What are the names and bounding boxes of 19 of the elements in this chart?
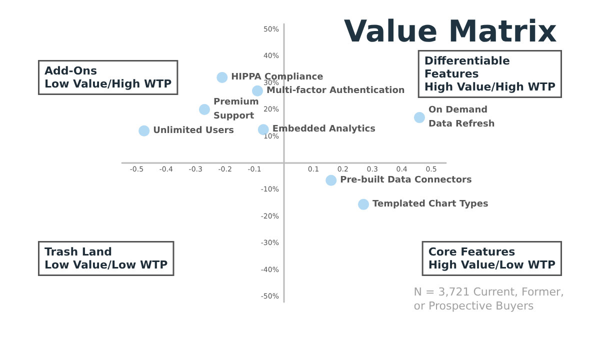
chart-title: Value Matrix xyxy=(344,14,558,50)
annotation: Core Features High Value/Low WTP xyxy=(428,246,556,272)
point xyxy=(358,198,370,210)
annotation: N = 3,721 Current, Former, or Prospective Buyers xyxy=(414,286,564,312)
annotation: Templated Chart Types xyxy=(372,199,488,210)
annotation: Trash Land Low Value/Low WTP xyxy=(44,246,168,272)
annotation: Add-Ons Low Value/High WTP xyxy=(44,64,172,90)
annotation: Multi-factor Authentication xyxy=(266,86,405,96)
annotation: Differentiable Features High Value/High WTP xyxy=(424,54,556,94)
point xyxy=(198,104,210,116)
point xyxy=(252,85,263,96)
annotation: Unlimited Users xyxy=(153,126,234,136)
point xyxy=(326,174,337,186)
annotation: Premium Support xyxy=(213,98,259,122)
point xyxy=(414,112,425,124)
point xyxy=(138,125,150,136)
annotation: On Demand Data Refresh xyxy=(428,106,495,130)
point xyxy=(216,72,228,83)
annotation: Pre-built Data Connectors xyxy=(340,175,472,186)
